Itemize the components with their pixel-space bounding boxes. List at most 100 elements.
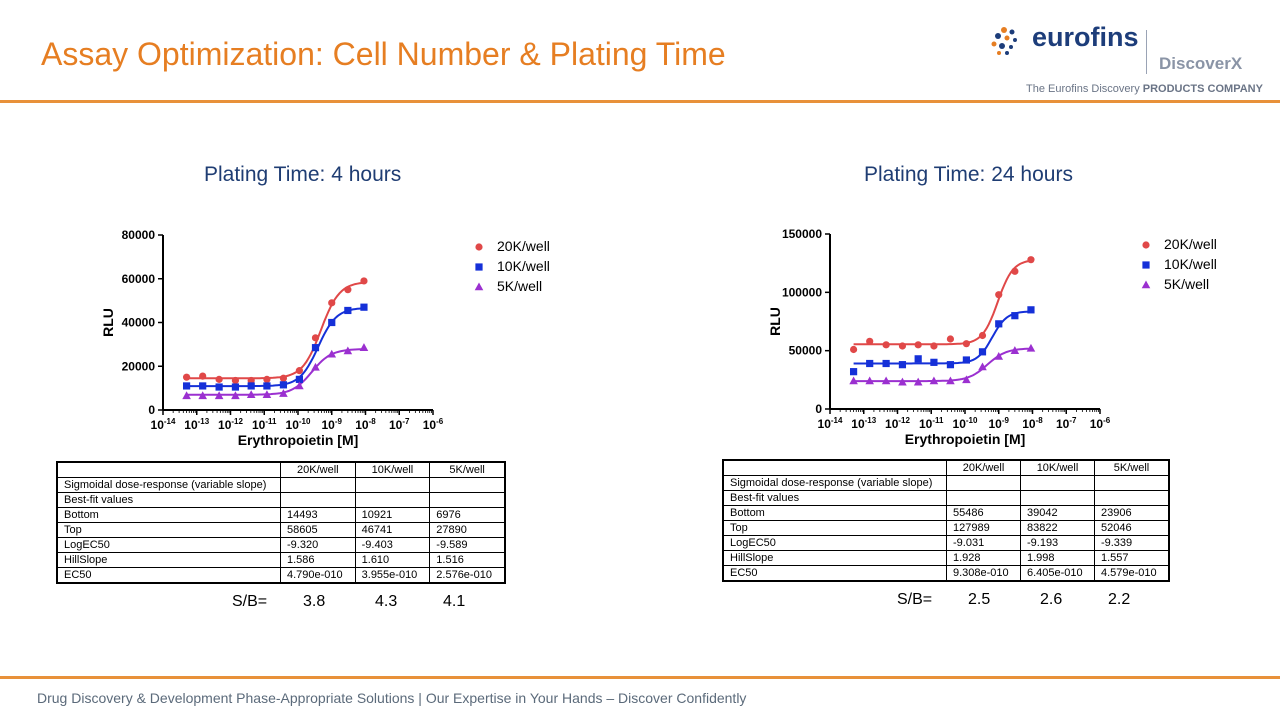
x-axis-label: Erythropoietin [M] bbox=[238, 432, 359, 448]
data-point bbox=[898, 361, 907, 369]
table-header-cell: 10K/well bbox=[354, 461, 431, 478]
data-point bbox=[962, 340, 970, 348]
sb-row-4h: S/B= 3.8 4.3 4.1 bbox=[232, 593, 492, 613]
square-marker-icon bbox=[475, 263, 483, 271]
data-point bbox=[215, 383, 223, 391]
data-point bbox=[231, 376, 240, 385]
table-header-row: 20K/well 10K/well 5K/well bbox=[722, 459, 1170, 476]
table-cell: 83822 bbox=[1019, 520, 1095, 536]
data-point bbox=[215, 375, 223, 383]
legend-label: 10K/well bbox=[1164, 256, 1217, 272]
fit-curve bbox=[853, 259, 1032, 346]
table-row: Sigmoidal dose-response (variable slope) bbox=[56, 477, 506, 493]
table-cell: 6.405e-010 bbox=[1019, 565, 1095, 582]
table-cell: 55486 bbox=[946, 505, 1021, 521]
table-cell: LogEC50 bbox=[722, 535, 947, 551]
data-point bbox=[1011, 312, 1019, 320]
table-header-cell: 20K/well bbox=[946, 459, 1021, 476]
slide-footer: Drug Discovery & Development Phase-Appro… bbox=[37, 690, 747, 706]
data-point bbox=[247, 382, 255, 390]
square-marker-icon bbox=[1142, 261, 1150, 269]
data-point bbox=[978, 362, 987, 371]
x-tick-label: 10-12 bbox=[885, 416, 910, 431]
x-tick-label: 10-6 bbox=[423, 417, 444, 432]
legend-label: 20K/well bbox=[497, 238, 550, 254]
data-point bbox=[344, 286, 352, 294]
table-row: Sigmoidal dose-response (variable slope) bbox=[722, 475, 1170, 491]
data-point bbox=[962, 356, 970, 364]
data-point bbox=[359, 343, 369, 351]
y-tick-label: 60000 bbox=[122, 272, 156, 286]
logo-wordmark: eurofins bbox=[1032, 22, 1139, 52]
table-row: Bottom 55486 39042 23906 bbox=[722, 505, 1170, 521]
table-cell bbox=[946, 475, 1021, 491]
table-header-cell: 10K/well bbox=[1019, 459, 1095, 476]
table-cell: Top bbox=[722, 520, 947, 536]
data-point bbox=[343, 346, 353, 355]
sb-value: 4.1 bbox=[443, 593, 466, 610]
data-point bbox=[199, 372, 207, 380]
y-axis-label: RLU bbox=[100, 308, 116, 337]
data-point bbox=[1011, 267, 1019, 275]
legend-marker bbox=[475, 243, 483, 251]
x-tick-label: 10-7 bbox=[389, 417, 410, 432]
table-header-row: 20K/well 10K/well 5K/well bbox=[56, 461, 506, 478]
legend-label: 5K/well bbox=[1164, 276, 1210, 292]
table-cell bbox=[1019, 490, 1095, 506]
table-header-cell bbox=[722, 459, 947, 476]
triangle-marker-icon bbox=[1141, 280, 1151, 289]
table-cell: 1.928 bbox=[946, 550, 1021, 566]
legend-marker bbox=[1141, 280, 1151, 289]
y-tick-label: 150000 bbox=[782, 227, 822, 241]
table-cell: 1.610 bbox=[354, 552, 431, 568]
table-cell: 2.576e-010 bbox=[429, 567, 506, 584]
data-point bbox=[263, 375, 271, 383]
table-cell: -9.403 bbox=[354, 537, 431, 553]
table-cell: 10921 bbox=[354, 507, 431, 523]
triangle-marker-icon bbox=[474, 282, 484, 291]
table-cell: 6976 bbox=[429, 507, 506, 523]
data-point bbox=[262, 390, 272, 398]
x-tick-label: 10-9 bbox=[322, 417, 343, 432]
data-point bbox=[978, 331, 987, 340]
data-point bbox=[1026, 343, 1036, 352]
sb-value: 4.3 bbox=[375, 593, 398, 610]
table-cell bbox=[429, 492, 506, 508]
table-cell: 1.557 bbox=[1093, 550, 1170, 566]
table-cell: 23906 bbox=[1093, 505, 1170, 521]
data-point bbox=[263, 382, 271, 390]
sb-value: 2.5 bbox=[968, 591, 991, 608]
x-tick-label: 10-8 bbox=[355, 417, 376, 432]
table-cell: 1.998 bbox=[1019, 550, 1095, 566]
data-point bbox=[930, 358, 938, 366]
table-header-cell: 5K/well bbox=[429, 461, 506, 478]
x-tick-label: 10-8 bbox=[1022, 416, 1043, 431]
table-cell bbox=[946, 490, 1021, 506]
sb-label: S/B= bbox=[897, 591, 933, 608]
y-tick-label: 80000 bbox=[122, 228, 156, 242]
data-point bbox=[246, 390, 256, 398]
table-cell bbox=[280, 492, 356, 508]
table-cell: 9.308e-010 bbox=[946, 565, 1021, 582]
table-cell: 4.579e-010 bbox=[1093, 565, 1170, 582]
data-point bbox=[898, 377, 907, 386]
panel-title-4h: Plating Time: 4 hours bbox=[204, 163, 402, 186]
data-point bbox=[882, 359, 890, 368]
chart-4h: 0 20000 40000 60000 80000 10-14 10-13 10-12 10-1… bbox=[100, 228, 444, 448]
table-cell bbox=[429, 477, 506, 493]
table-cell: EC50 bbox=[56, 567, 281, 584]
table-row: Top 127989 83822 52046 bbox=[722, 520, 1170, 536]
x-tick-label: 10-12 bbox=[218, 417, 243, 432]
legend-marker bbox=[475, 263, 483, 271]
table-header-cell bbox=[56, 461, 281, 478]
data-point bbox=[913, 377, 923, 386]
table-cell: 52046 bbox=[1093, 520, 1170, 536]
fit-curve bbox=[853, 310, 1032, 365]
data-point bbox=[1010, 346, 1020, 354]
table-cell: 46741 bbox=[354, 522, 431, 538]
table-cell: -9.193 bbox=[1019, 535, 1095, 551]
data-point bbox=[198, 391, 207, 400]
x-tick-label: 10-14 bbox=[818, 416, 843, 431]
sb-value: 2.6 bbox=[1040, 591, 1063, 608]
legend-marker bbox=[1142, 261, 1150, 269]
